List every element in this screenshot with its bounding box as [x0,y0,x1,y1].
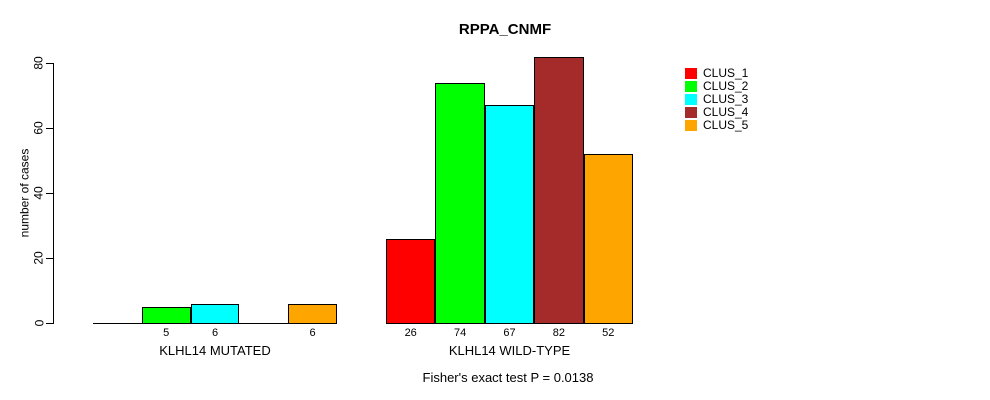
y-tick-mark [46,323,53,324]
y-axis-line [53,63,54,324]
bar-clus_2 [141,306,191,324]
pvalue-annotation: Fisher's exact test P = 0.0138 [422,370,594,385]
legend-swatch [685,107,697,118]
bar-clus_4 [534,56,584,324]
bar-count-label: 74 [453,327,467,339]
y-tick-label-text: 20 [31,251,46,265]
bar-count-label: 6 [211,327,219,339]
y-tick-label-text: 40 [31,186,46,200]
y-tick-mark [46,63,53,64]
legend-item: CLUS_3 [685,93,748,106]
y-tick-label: 40 [26,168,52,218]
legend-item: CLUS_5 [685,119,748,132]
bar-clus_5 [583,154,633,324]
bar-clus_3 [484,105,535,324]
group-label: KLHL14 WILD-TYPE [448,343,571,358]
bar-count-label: 6 [309,327,316,339]
legend-label: CLUS_2 [703,79,749,93]
y-tick-label-text: 60 [31,121,46,135]
bar-count-label: 5 [163,327,170,339]
bar-count-label: 67 [503,327,516,339]
legend-label: CLUS_5 [703,118,749,132]
bar-count-label: 26 [404,327,417,339]
legend-item: CLUS_4 [685,106,748,119]
y-tick-label: 20 [26,233,52,283]
y-tick-mark [46,258,53,259]
y-tick-mark [46,128,53,129]
legend-swatch [685,68,697,79]
y-tick-label: 80 [26,38,52,88]
y-tick-mark [46,193,53,194]
legend-label: CLUS_3 [703,92,749,106]
legend-swatch [685,94,697,105]
legend-swatch [685,81,697,92]
legend-item: CLUS_1 [685,67,748,80]
legend-label: CLUS_1 [703,66,749,80]
y-tick-label: 60 [26,103,52,153]
bar-count-label: 52 [602,327,615,339]
legend-item: CLUS_2 [685,80,748,93]
y-tick-label-text: 80 [31,56,46,70]
bar-clus_1 [386,238,436,324]
legend: CLUS_1 CLUS_2 CLUS_3 CLUS_4 CLUS_5 [685,67,748,132]
bar-clus_3 [190,303,240,324]
y-tick-label-text: 0 [32,319,46,327]
bar-clus_5 [288,303,337,324]
chart-title: RPPA_CNMF [458,21,552,38]
bar-count-label: 82 [552,327,566,339]
legend-label: CLUS_4 [703,105,749,119]
bar-clus_2 [435,82,485,324]
y-tick-label: 0 [26,298,52,348]
legend-swatch [685,120,697,131]
group-label: KLHL14 MUTATED [159,343,271,358]
